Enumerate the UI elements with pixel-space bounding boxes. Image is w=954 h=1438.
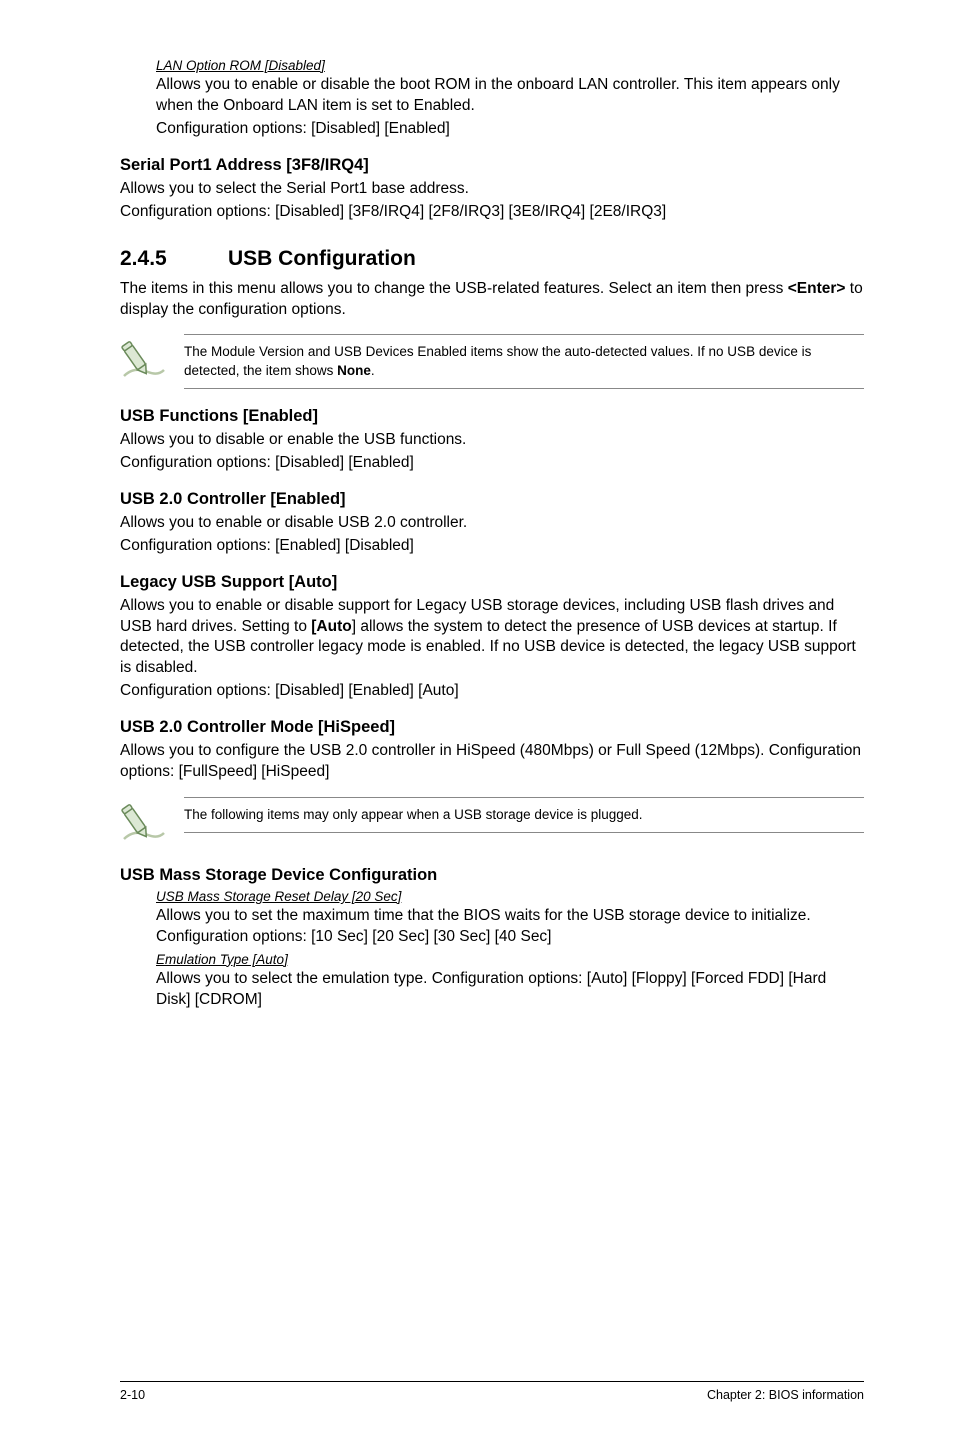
footer-chapter: Chapter 2: BIOS information [707, 1388, 864, 1402]
pencil-icon [120, 797, 184, 848]
note-storage-plugged: The following items may only appear when… [120, 797, 864, 848]
usb-functions-p1: Allows you to disable or enable the USB … [120, 430, 864, 451]
serial-port-p2: Configuration options: [Disabled] [3F8/I… [120, 202, 864, 223]
usb20-controller-p2: Configuration options: [Enabled] [Disabl… [120, 536, 864, 557]
section-intro: The items in this menu allows you to cha… [120, 279, 864, 321]
note-module-version-text: The Module Version and USB Devices Enabl… [184, 334, 864, 388]
legacy-usb-p1: Allows you to enable or disable support … [120, 596, 864, 680]
lan-option-p1: Allows you to enable or disable the boot… [156, 75, 864, 117]
note-module-version: The Module Version and USB Devices Enabl… [120, 334, 864, 388]
usb20-mode-heading: USB 2.0 Controller Mode [HiSpeed] [120, 718, 864, 737]
emulation-type-p: Allows you to select the emulation type.… [156, 969, 864, 1011]
section-title: USB Configuration [228, 247, 416, 270]
pencil-icon [120, 334, 184, 385]
section-heading: 2.4.5USB Configuration [120, 247, 864, 271]
footer-page-number: 2-10 [120, 1388, 145, 1402]
usb-mass-storage-heading: USB Mass Storage Device Configuration [120, 866, 864, 885]
lan-option-block: LAN Option ROM [Disabled] Allows you to … [120, 58, 864, 140]
usb-functions-heading: USB Functions [Enabled] [120, 407, 864, 426]
emulation-type-subhead: Emulation Type [Auto] [156, 952, 864, 967]
serial-port-heading: Serial Port1 Address [3F8/IRQ4] [120, 156, 864, 175]
usb20-controller-p1: Allows you to enable or disable USB 2.0 … [120, 513, 864, 534]
legacy-usb-heading: Legacy USB Support [Auto] [120, 573, 864, 592]
page: LAN Option ROM [Disabled] Allows you to … [0, 0, 954, 1438]
serial-port-p1: Allows you to select the Serial Port1 ba… [120, 179, 864, 200]
note-storage-plugged-text: The following items may only appear when… [184, 797, 864, 833]
usb20-mode-p1: Allows you to configure the USB 2.0 cont… [120, 741, 864, 783]
section-number: 2.4.5 [120, 247, 228, 271]
reset-delay-p: Allows you to set the maximum time that … [156, 906, 864, 948]
lan-option-subhead: LAN Option ROM [Disabled] [156, 58, 864, 73]
legacy-usb-p2: Configuration options: [Disabled] [Enabl… [120, 681, 864, 702]
reset-delay-subhead: USB Mass Storage Reset Delay [20 Sec] [156, 889, 864, 904]
lan-option-p2: Configuration options: [Disabled] [Enabl… [156, 119, 864, 140]
page-footer: 2-10 Chapter 2: BIOS information [120, 1381, 864, 1402]
usb-functions-p2: Configuration options: [Disabled] [Enabl… [120, 453, 864, 474]
usb20-controller-heading: USB 2.0 Controller [Enabled] [120, 490, 864, 509]
usb-mass-storage-block: USB Mass Storage Reset Delay [20 Sec] Al… [120, 889, 864, 1011]
